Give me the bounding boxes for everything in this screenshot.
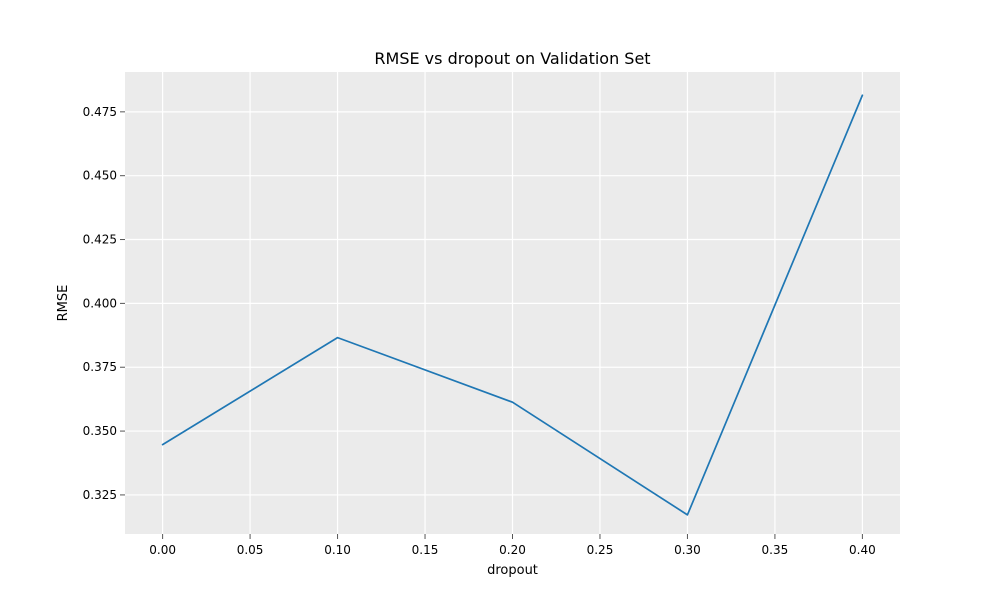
x-tick-label: 0.10 (324, 543, 351, 557)
y-tick-label: 0.350 (83, 424, 117, 438)
x-tick-label: 0.20 (499, 543, 526, 557)
x-tick-label: 0.40 (849, 543, 876, 557)
x-tick-label: 0.05 (237, 543, 264, 557)
y-tick-label: 0.400 (83, 296, 117, 310)
x-tick-label: 0.15 (412, 543, 439, 557)
series (161, 94, 864, 516)
y-tick-label: 0.425 (83, 233, 117, 247)
x-axis-label: dropout (487, 563, 538, 578)
y-tick-label: 0.325 (83, 488, 117, 502)
y-axis-label: RMSE (56, 285, 71, 322)
chart-title: RMSE vs dropout on Validation Set (374, 49, 650, 68)
x-tick-label: 0.30 (674, 543, 701, 557)
series-line (161, 94, 864, 516)
x-tick-label: 0.00 (149, 543, 176, 557)
y-tick-label: 0.450 (83, 169, 117, 183)
ticks: 0.00 0.05 0.10 0.15 0.20 0.25 0.30 0.35 0.40 0.32… (83, 105, 876, 557)
x-tick-label: 0.35 (762, 543, 789, 557)
y-tick-label: 0.475 (83, 105, 117, 119)
grid (125, 72, 900, 534)
y-tick-label: 0.375 (83, 360, 117, 374)
x-tick-label: 0.25 (587, 543, 614, 557)
